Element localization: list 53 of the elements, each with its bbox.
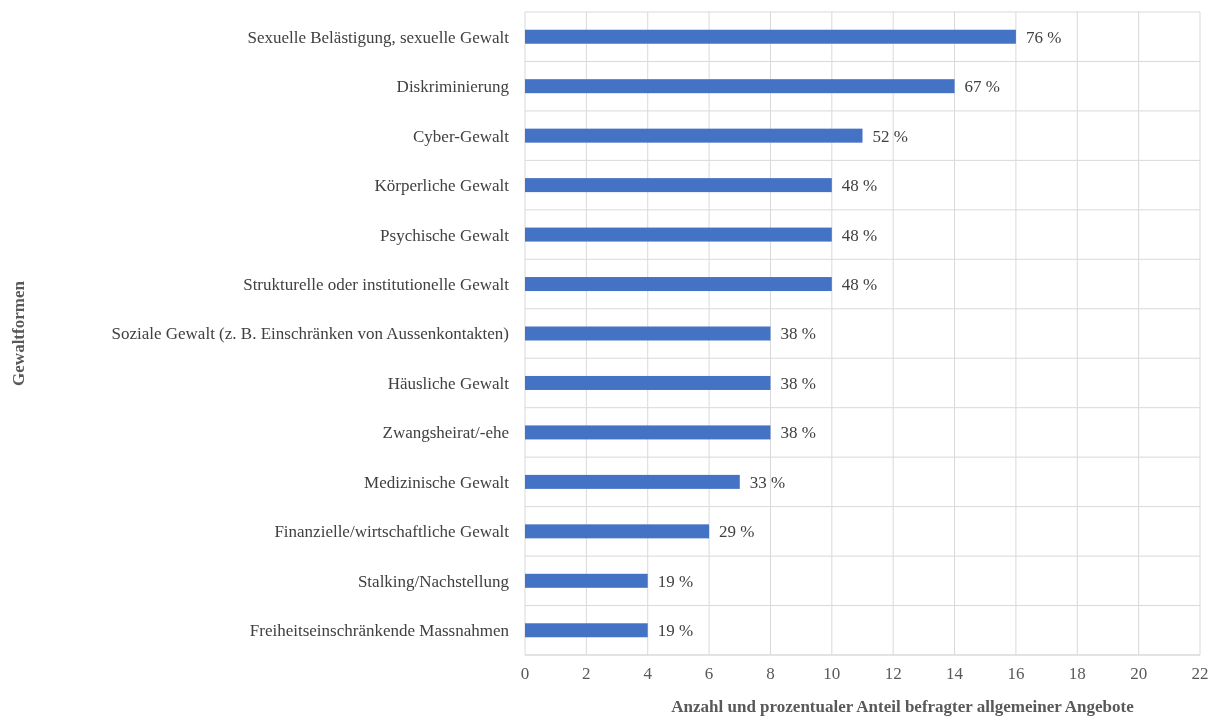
x-tick-label: 16 xyxy=(1007,664,1025,683)
annotation: 38 % xyxy=(780,423,816,443)
bar xyxy=(525,474,740,489)
annotation: 38 % xyxy=(780,324,816,344)
x-tick-label: 14 xyxy=(946,664,964,683)
bar xyxy=(525,128,863,143)
bar xyxy=(525,524,710,539)
bar xyxy=(525,227,832,242)
y-tick-label: Zwangsheirat/-ehe xyxy=(382,423,509,443)
y-tick-label: Diskriminierung xyxy=(396,77,510,97)
bar xyxy=(525,623,648,638)
annotation: 38 % xyxy=(780,373,816,393)
x-tick-label: 2 xyxy=(582,664,591,683)
y-axis-title: Gewaltformen xyxy=(9,280,28,386)
y-tick-label: Freiheitseinschränkende Massnahmen xyxy=(249,621,510,641)
x-axis-title: Anzahl und prozentualer Anteil befragter allgemeiner Angebote xyxy=(671,697,1135,716)
bar xyxy=(525,425,771,440)
y-tick-label: Strukturelle oder institutionelle Gewalt xyxy=(243,274,510,294)
bar xyxy=(525,178,832,193)
annotation: 48 % xyxy=(841,176,878,196)
y-tick-label: Häusliche Gewalt xyxy=(387,373,510,393)
y-tick-label: Finanzielle/wirtschaftliche Gewalt xyxy=(274,522,510,542)
annotation: 67 % xyxy=(964,77,1000,97)
bar xyxy=(525,277,832,292)
bar xyxy=(525,79,955,94)
annotation: 19 % xyxy=(657,571,694,591)
x-tick-label: 20 xyxy=(1130,664,1148,683)
bar xyxy=(525,375,771,390)
annotation: 76 % xyxy=(1025,27,1062,47)
y-tick-label: Soziale Gewalt (z. B. Einschränken von Aussenkontakten) xyxy=(111,324,509,344)
x-tick-label: 0 xyxy=(520,664,530,683)
x-tick-label: 10 xyxy=(823,664,841,683)
bar xyxy=(525,573,648,588)
x-tick-label: 18 xyxy=(1068,664,1086,683)
x-tick-label: 12 xyxy=(884,664,902,683)
y-tick-label: Sexuelle Belästigung, sexuelle Gewalt xyxy=(247,27,510,47)
x-tick-label: 6 xyxy=(704,664,714,683)
x-tick-label: 22 xyxy=(1191,664,1209,683)
annotation: 48 % xyxy=(841,274,878,294)
y-tick-label: Cyber-Gewalt xyxy=(413,126,510,146)
annotation: 29 % xyxy=(719,522,755,542)
annotation: 52 % xyxy=(872,126,908,146)
y-tick-label: Psychische Gewalt xyxy=(380,225,510,245)
annotation: 19 % xyxy=(657,621,694,641)
annotation: 33 % xyxy=(749,472,786,492)
annotation: 48 % xyxy=(841,225,878,245)
bar xyxy=(525,29,1016,44)
x-tick-label: 8 xyxy=(766,664,775,683)
y-tick-label: Stalking/Nachstellung xyxy=(357,571,510,591)
x-tick-label: 4 xyxy=(643,664,653,683)
y-tick-label: Medizinische Gewalt xyxy=(364,472,510,492)
bar xyxy=(525,326,771,341)
y-tick-label: Körperliche Gewalt xyxy=(374,176,510,196)
